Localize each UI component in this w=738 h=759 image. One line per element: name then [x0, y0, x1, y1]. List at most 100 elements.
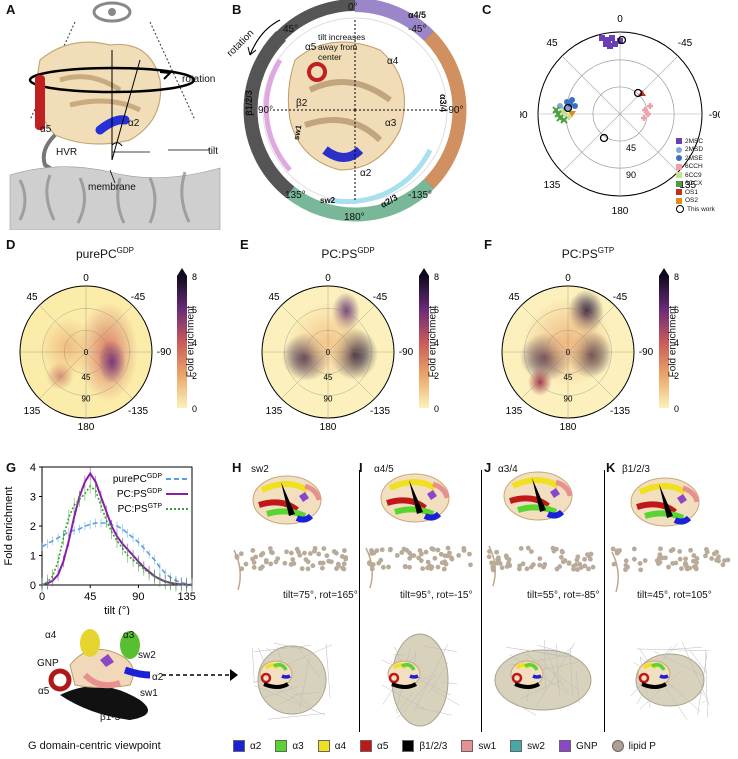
lipid-p-marker: [586, 566, 591, 572]
legend-item: sw2: [510, 738, 545, 754]
beta-sheet-small: [391, 682, 418, 689]
legend-item: α3: [275, 738, 304, 754]
panel-label-a: A: [6, 2, 16, 17]
lipid-p-marker: [586, 553, 592, 559]
alpha4-helix: [260, 481, 309, 493]
c-angle-tick: 90: [520, 110, 528, 121]
lipid-p-marker: [711, 551, 717, 557]
b-angle-m135: -135°: [408, 190, 433, 201]
lipid-p-marker: [611, 561, 617, 567]
lipid-tail: [697, 652, 708, 715]
alpha4-label-g: α4: [45, 630, 57, 641]
panel-g-line-chart: 0 1 2 3 4 0 45 90 135 tilt (°) Fold enrichment pure…: [3, 462, 196, 615]
panel-label-f: F: [484, 237, 492, 252]
lipid-p-marker: [432, 555, 438, 561]
tilt-label: tilt: [208, 146, 218, 157]
lipid-p-marker: [679, 566, 684, 572]
title-e: PC:PSGDP: [321, 246, 375, 261]
lipid-p-marker: [590, 564, 596, 570]
sw2-label-b: sw2: [320, 196, 336, 205]
lipid-tail: [639, 670, 682, 710]
gnp-label-g: GNP: [37, 658, 59, 669]
lipid-p-marker: [284, 549, 289, 555]
g-domain-caption: G domain-centric viewpoint: [28, 740, 161, 752]
lipid-p-marker: [566, 560, 572, 566]
b-angle-0: 0°: [348, 2, 358, 13]
alpha5-helix: [636, 501, 677, 515]
polar-radial-tick: 90: [82, 395, 91, 404]
colorbar: [659, 276, 669, 408]
lipid-tail: [670, 646, 703, 650]
b-angle-135: 135°: [285, 190, 306, 201]
c-legend-marker: [676, 163, 682, 170]
c-legend-marker: [676, 146, 682, 153]
title-d: purePCGDP: [75, 246, 135, 261]
lipid-p-marker: [321, 546, 327, 552]
lipid-p-marker: [290, 557, 296, 562]
lipid-p-marker: [499, 565, 505, 571]
g-xtick-label: 0: [39, 591, 45, 603]
panel-label-j: J: [484, 460, 492, 475]
c-marker: [560, 116, 568, 124]
lipid-p-marker: [657, 552, 663, 558]
lipid-tail: [396, 692, 413, 714]
c-marker: [607, 43, 613, 49]
alpha2-helix-small: [281, 674, 291, 679]
c-marker: [599, 133, 609, 143]
polar-radial-tick: 45: [564, 373, 573, 382]
lipid-p-marker: [623, 567, 628, 573]
polar-angle-tick: -45: [613, 292, 628, 303]
hvr-tail: [233, 549, 241, 591]
alpha4-helix-small: [264, 663, 280, 670]
lipid-tail: [441, 682, 457, 684]
panel-label-k: K: [606, 460, 616, 475]
alpha5-helix-small: [638, 672, 650, 684]
sw1-loop: [555, 479, 573, 497]
beta13-label-g: β1-3: [100, 712, 121, 723]
lipid-p-marker: [558, 554, 564, 560]
polar-angle-tick: 180: [320, 422, 337, 433]
alpha5-helix-small: [388, 672, 400, 684]
lipid-p-marker: [582, 556, 588, 562]
panel-c-legend: 2MSC 2MSD 2MSE 6CCH 6CC9 6CCX OS1 OS2 This work: [676, 137, 738, 214]
g-ytick-label: 4: [30, 462, 36, 474]
arc-a34: α3/4: [438, 93, 449, 113]
c-legend-item: 6CC9: [676, 171, 738, 180]
heatmap-f: 0-45-90-13518013590450459086420Fold enri…: [482, 266, 686, 438]
panel-label-d: D: [6, 237, 16, 252]
c-legend-item: 6CCX: [676, 180, 738, 189]
legend-item: β1/2/3: [402, 738, 447, 754]
gnp-ligand: [299, 492, 309, 502]
lipid-p-marker: [299, 566, 305, 572]
legend-label: GNP: [575, 740, 598, 752]
c-legend-marker: [676, 189, 682, 196]
c-angle-tick: 45: [546, 38, 558, 49]
lipid-p-marker: [623, 558, 629, 564]
colorbar-label: Fold enrichment: [667, 305, 679, 378]
lipid-p-marker: [425, 559, 431, 565]
c-marker: [605, 37, 611, 43]
lipid-tail: [519, 679, 563, 700]
eye-icon: [92, 1, 132, 23]
lipid-tail: [702, 701, 705, 704]
lipid-p-marker: [677, 549, 683, 554]
lipid-p-marker: [310, 563, 316, 569]
legend-item: GNP: [558, 738, 598, 754]
lipid-p-marker: [575, 567, 580, 572]
g-series-line: [41, 522, 193, 586]
alpha3-helix: [644, 510, 685, 521]
arrow-to-h: [162, 669, 238, 681]
lipid-p-marker: [303, 557, 309, 563]
colorbar-tick: 4: [434, 338, 439, 348]
c-legend-item: 2MSD: [676, 146, 738, 155]
gnp-ligand: [677, 494, 687, 504]
lipid-p-marker: [687, 565, 693, 571]
lipid-p-marker: [506, 560, 511, 566]
lipid-p-marker: [725, 557, 731, 563]
title-f: PC:PSGTP: [561, 246, 615, 261]
panel-b-illustration: [243, 0, 467, 222]
colorbar-tick: 8: [192, 272, 197, 282]
lipid-tail: [689, 650, 708, 674]
c-marker: [564, 99, 570, 105]
legend-swatch: [558, 740, 571, 752]
